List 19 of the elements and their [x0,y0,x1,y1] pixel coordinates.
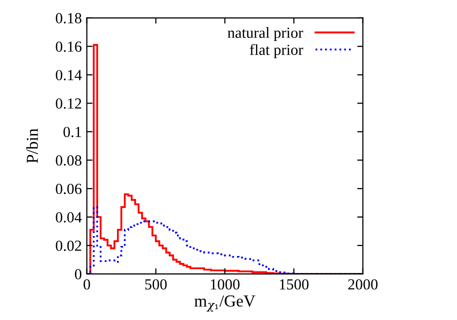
y-tick-label: 0 [74,269,82,280]
y-axis-title: P/bin [26,128,38,164]
legend-label: flat prior [250,44,304,58]
y-tick-label: 0.16 [56,42,82,52]
x-tick-label: 500 [145,279,167,290]
y-tick-label: 0.02 [56,240,82,251]
y-tick-label: 0.18 [56,13,82,24]
y-tick-label: 0.08 [56,155,82,166]
legend-label: natural prior [228,27,304,42]
x-tick-label: 0 [84,279,90,290]
y-tick-label: 0.12 [56,98,82,109]
x-tick-label: 1500 [280,279,309,290]
y-tick-label: 0.06 [56,184,82,194]
y-tick-label: 0.1 [63,126,82,138]
y-tick-label: 0.14 [56,70,82,80]
x-tick-label: 1000 [210,279,240,290]
x-tick-label: 2000 [348,279,378,290]
x-axis-title: m$_{χ₁}$/GeV [194,295,256,312]
y-tick-label: 0.04 [56,212,82,223]
